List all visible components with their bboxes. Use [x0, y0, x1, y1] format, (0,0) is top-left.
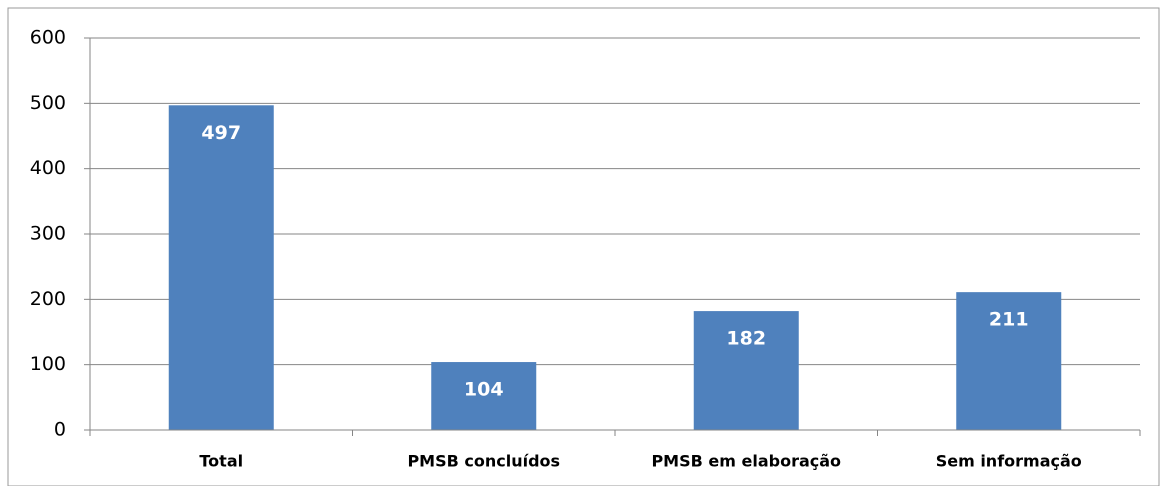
bar: [431, 362, 537, 430]
x-tick-label: PMSB concluídos: [407, 452, 560, 471]
value-label: 497: [201, 122, 241, 144]
bar: [168, 105, 274, 430]
x-tick-label: Sem informação: [936, 452, 1082, 471]
y-tick-label: 400: [30, 157, 66, 179]
bar: [693, 311, 799, 430]
value-label: 211: [989, 309, 1029, 331]
y-tick-label: 200: [30, 288, 66, 310]
x-tick-label: PMSB em elaboração: [651, 452, 841, 471]
bar: [956, 292, 1062, 430]
value-label: 104: [464, 379, 504, 401]
y-tick-label: 600: [30, 27, 66, 49]
y-tick-label: 500: [30, 92, 66, 114]
y-tick-label: 100: [30, 353, 66, 375]
x-tick-label: Total: [199, 452, 243, 471]
value-label: 182: [726, 328, 766, 350]
y-tick-label: 300: [30, 223, 66, 245]
y-tick-label: 0: [54, 419, 66, 441]
